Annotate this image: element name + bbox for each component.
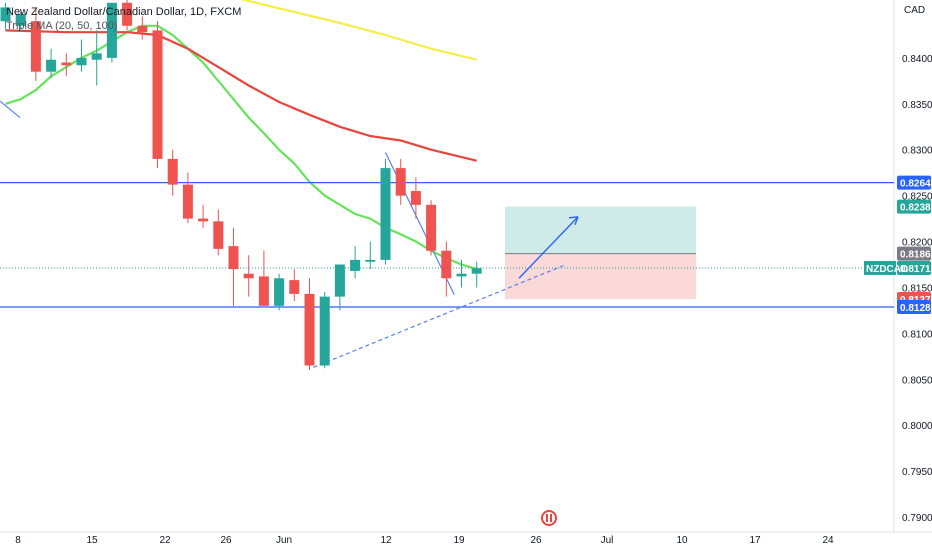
level-badge-lower: 0.81287 [900, 303, 932, 314]
x-tick-6: 12 [380, 535, 392, 546]
projection-arrow-head [568, 216, 579, 226]
target-badge: 0.82381 [900, 203, 932, 214]
x-tick-4: 26 [220, 535, 232, 546]
x-tick-3: 22 [159, 535, 171, 546]
candle-body-25 [365, 259, 376, 262]
moving-averages [5, 0, 478, 271]
candle-body-23 [334, 264, 345, 297]
candle-body-5 [61, 62, 72, 66]
symbol-badge-bg [864, 260, 896, 275]
currency-label: CAD [904, 5, 925, 16]
candle-body-1 [0, 7, 11, 22]
ma-line-1 [5, 24, 478, 271]
price-badges: 0.826420.823810.818680.817120.813740.812… [864, 175, 932, 315]
target-badge-bg [897, 199, 931, 214]
candle-body-15 [213, 221, 224, 249]
symbol-badge: NZDCAD [866, 264, 908, 275]
level-badge-upper: 0.82642 [900, 179, 932, 190]
candle-body-22 [319, 296, 330, 366]
event-icon-bar-left [546, 514, 548, 522]
ma-line-2 [5, 29, 477, 162]
candle-body-4 [46, 59, 57, 72]
candle-body-27 [395, 168, 406, 196]
candle-body-11 [152, 30, 163, 159]
downtrend-line-left[interactable] [0, 100, 21, 119]
entry-badge-bg [897, 246, 931, 261]
candle-body-30 [441, 250, 452, 279]
level-badge-upper-bg [897, 175, 931, 190]
indicator-legend[interactable]: Triple MA (20, 50, 100) [6, 20, 118, 32]
x-tick-10: 10 [676, 535, 688, 546]
candles [0, 0, 482, 371]
candle-body-32 [471, 268, 482, 274]
current-price-badge-bg [897, 260, 931, 275]
candle-body-3 [30, 21, 41, 72]
candle-body-21 [304, 293, 315, 366]
candle-body-28 [410, 191, 421, 205]
x-tick-9: Jul [601, 535, 614, 546]
profit-zone[interactable] [505, 206, 696, 254]
x-tick-5: Jun [276, 535, 292, 546]
candle-body-9 [122, 2, 133, 26]
current-price-badge: 0.81712 [900, 264, 932, 275]
candle-body-8 [106, 2, 117, 58]
x-tick-1: 8 [15, 535, 21, 546]
candle-body-2 [15, 13, 26, 26]
candle-body-26 [380, 168, 391, 260]
candle-body-13 [182, 184, 193, 219]
projection-arrow[interactable] [518, 216, 579, 279]
candle-body-12 [167, 158, 178, 185]
ma-line-3 [240, 0, 477, 61]
candle-body-7 [91, 53, 102, 60]
candle-body-16 [228, 246, 239, 270]
position-zones[interactable] [505, 206, 696, 300]
chart-title: New Zealand Dollar/Canadian Dollar, 1D, … [6, 6, 242, 18]
entry-badge: 0.81868 [900, 250, 932, 261]
event-marker[interactable] [541, 510, 557, 526]
candle-body-18 [258, 276, 269, 306]
candle-body-29 [426, 204, 437, 251]
candle-body-24 [350, 259, 361, 271]
support-trend-line[interactable] [313, 263, 567, 368]
level-badge-lower-bg [897, 300, 931, 315]
candle-body-20 [289, 280, 300, 294]
candle-body-10 [137, 25, 148, 33]
x-tick-8: 26 [530, 535, 542, 546]
event-icon[interactable] [541, 510, 557, 526]
x-tick-12: 24 [822, 535, 834, 546]
y-tick-11: 0.79000 [902, 513, 932, 524]
candle-body-31 [456, 273, 467, 277]
event-icon-bar-right [550, 514, 552, 522]
x-tick-2: 15 [86, 535, 98, 546]
time-axis[interactable]: 8 15 22 26 Jun 12 19 26 Jul 10 17 24 [15, 535, 834, 546]
x-tick-7: 19 [453, 535, 465, 546]
candle-body-19 [274, 278, 285, 306]
candle-body-6 [76, 57, 87, 66]
candle-body-14 [198, 218, 209, 222]
candle-body-17 [243, 273, 254, 279]
loss-zone[interactable] [505, 253, 696, 300]
x-tick-11: 17 [749, 535, 761, 546]
